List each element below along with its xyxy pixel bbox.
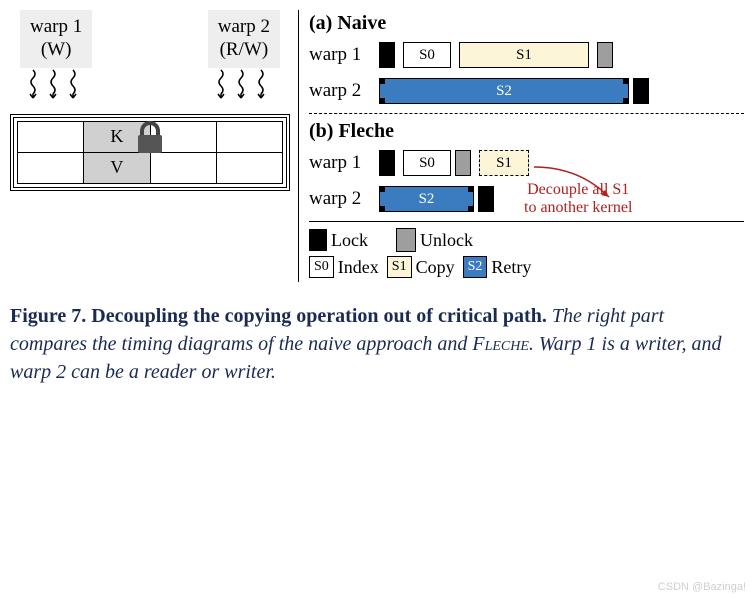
lock-block — [633, 78, 649, 104]
left-panel: warp 1 (W) warp 2 (R/W) — [10, 10, 290, 282]
warp2-threads — [208, 68, 280, 104]
legend-lock: Lock — [309, 229, 368, 251]
cache-cell — [216, 121, 282, 152]
legend-s2: S2 Retry — [463, 256, 532, 278]
naive-warp1-label: warp 1 — [309, 44, 379, 66]
unlock-block — [455, 150, 471, 176]
legend-unlock-label: Unlock — [420, 230, 473, 251]
watermark: CSDN @Bazinga! — [658, 581, 746, 593]
legend-lock-label: Lock — [331, 230, 368, 251]
s1-block-dashed: S1 — [479, 150, 529, 176]
legend-s0: S0 Index — [309, 256, 379, 278]
fleche-warp1-row: warp 1 S0 S1 — [309, 147, 744, 179]
warp2-name: warp 2 — [218, 16, 270, 39]
unlock-block — [597, 42, 613, 68]
legend-s2-label: Retry — [491, 257, 531, 278]
v-cell: V — [84, 152, 150, 183]
divider-solid — [309, 221, 744, 222]
lock-icon — [132, 120, 168, 156]
cache-cell — [18, 121, 84, 152]
s0-block: S0 — [403, 42, 451, 68]
warp2-box: warp 2 (R/W) — [208, 10, 280, 68]
legend-s1-label: Copy — [416, 257, 455, 278]
cache-cell — [150, 152, 216, 183]
s2-swatch: S2 — [463, 256, 488, 278]
caption-title: Figure 7. Decoupling the copying operati… — [10, 305, 547, 327]
fleche-warp2-row: warp 2 S2 Decouple all S1 to another ker… — [309, 183, 744, 215]
annotation-arrow-icon — [529, 157, 639, 227]
fleche-warp2-label: warp 2 — [309, 188, 379, 210]
lock-block — [379, 150, 395, 176]
divider-dashed — [309, 113, 744, 114]
cache-cell — [216, 152, 282, 183]
fleche-warp1-label: warp 1 — [309, 152, 379, 174]
figure-caption: Figure 7. Decoupling the copying operati… — [10, 302, 744, 386]
legend-row-2: S0 Index S1 Copy S2 Retry — [309, 256, 744, 278]
s2-text: S2 — [419, 191, 435, 208]
naive-warp2-label: warp 2 — [309, 80, 379, 102]
lock-block — [379, 42, 395, 68]
timing-bar: S2 — [379, 78, 649, 104]
legend-unlock: Unlock — [396, 228, 473, 252]
right-panel: (a) Naive warp 1 S0 S1 warp 2 S2 — [298, 10, 744, 282]
warp1-threads — [20, 68, 92, 104]
s2-block: S2 — [379, 186, 474, 212]
timing-bar: S0 S1 — [379, 42, 613, 68]
s1-swatch: S1 — [387, 256, 412, 278]
caption-fleche: Fleche — [472, 333, 529, 355]
table-row: V — [18, 152, 283, 183]
figure-container: warp 1 (W) warp 2 (R/W) — [10, 10, 744, 282]
warp1-column: warp 1 (W) — [20, 10, 92, 104]
warp1-role: (W) — [30, 39, 82, 62]
warp-boxes: warp 1 (W) warp 2 (R/W) — [10, 10, 290, 104]
s2-block: S2 — [379, 78, 629, 104]
s0-swatch: S0 — [309, 256, 334, 278]
timing-bar: S0 S1 — [379, 150, 529, 176]
s2-text: S2 — [496, 83, 512, 100]
naive-warp1-row: warp 1 S0 S1 — [309, 39, 744, 71]
warp2-role: (R/W) — [218, 39, 270, 62]
cache-cell — [18, 152, 84, 183]
unlock-swatch — [396, 228, 416, 252]
warp1-name: warp 1 — [30, 16, 82, 39]
fleche-title: (b) Fleche — [309, 120, 744, 143]
lock-swatch — [309, 229, 327, 251]
warp1-box: warp 1 (W) — [20, 10, 92, 68]
legend-s0-label: Index — [338, 257, 379, 278]
squiggle-arrows-icon — [21, 68, 91, 108]
lock-block — [478, 186, 494, 212]
squiggle-arrows-icon — [209, 68, 279, 108]
legend-s1: S1 Copy — [387, 256, 455, 278]
warp2-column: warp 2 (R/W) — [208, 10, 280, 104]
timing-bar: S2 — [379, 186, 494, 212]
s1-block: S1 — [459, 42, 589, 68]
legend-row-1: Lock Unlock — [309, 228, 744, 252]
naive-title: (a) Naive — [309, 12, 744, 35]
naive-warp2-row: warp 2 S2 — [309, 75, 744, 107]
s0-block: S0 — [403, 150, 451, 176]
